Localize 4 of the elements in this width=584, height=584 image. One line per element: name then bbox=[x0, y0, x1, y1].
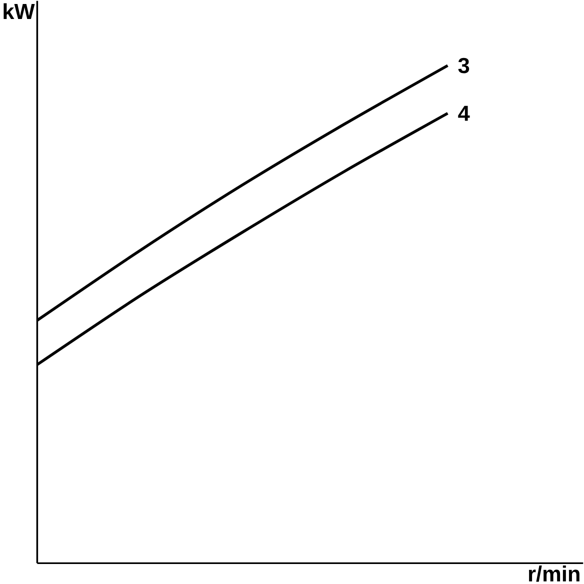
series-label: 3 bbox=[458, 58, 470, 74]
x-axis-title: r/min bbox=[528, 566, 580, 582]
series-label: 4 bbox=[458, 106, 470, 121]
y-axis-title: kW bbox=[4, 3, 35, 20]
